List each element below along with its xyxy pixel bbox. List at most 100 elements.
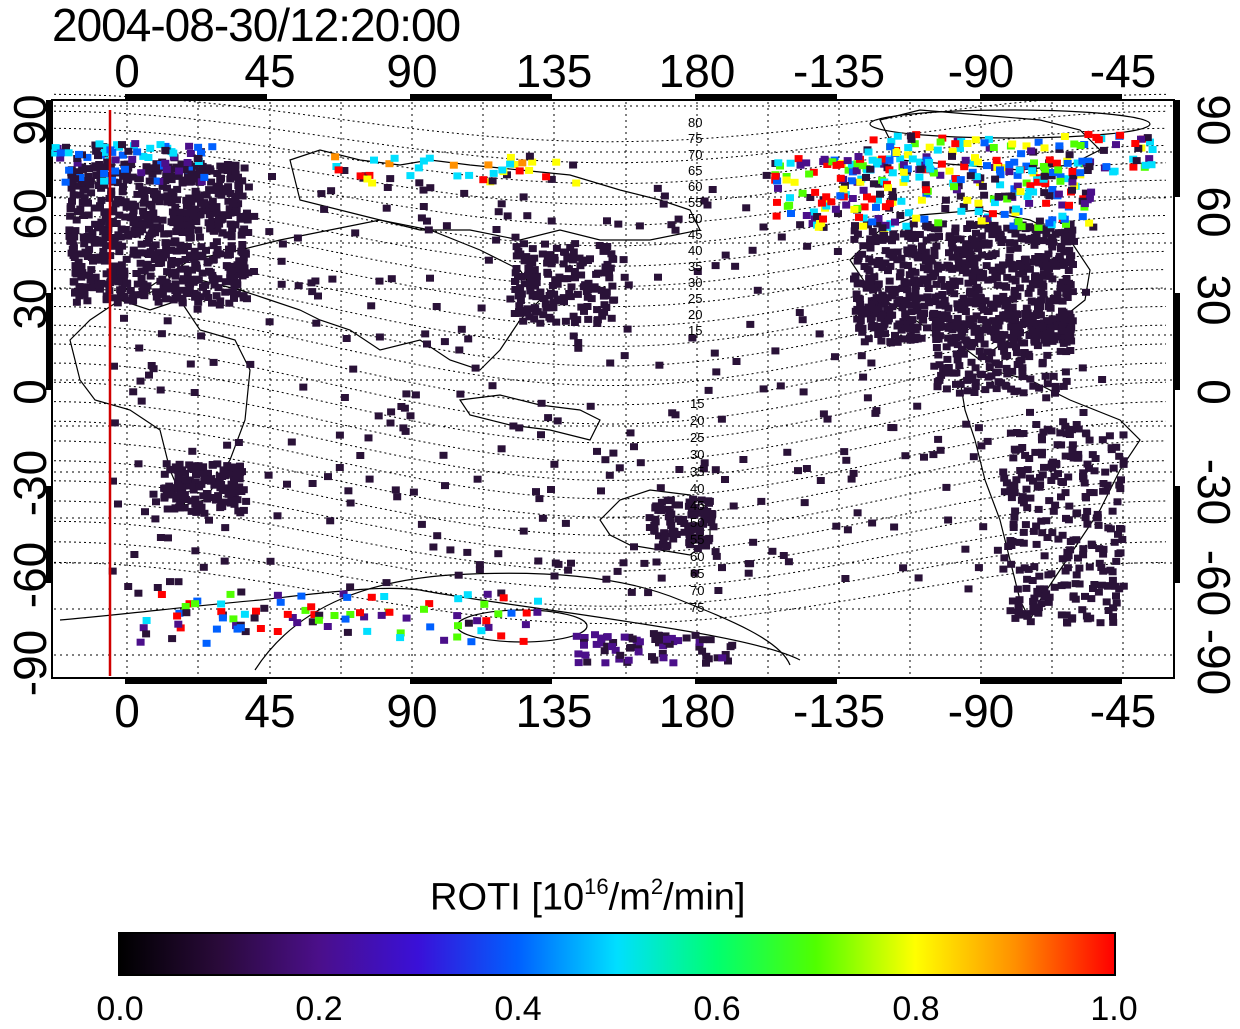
roti-cell [1000, 210, 1009, 218]
roti-cell [901, 310, 910, 318]
roti-cell [1021, 521, 1030, 529]
roti-cell [326, 517, 335, 525]
roti-cell [873, 220, 882, 228]
roti-cell [574, 659, 583, 667]
roti-cell [1099, 487, 1108, 495]
roti-cell [164, 230, 173, 238]
roti-cell [78, 283, 87, 291]
roti-cell [216, 297, 225, 305]
roti-cell [158, 181, 167, 189]
roti-cell [161, 142, 170, 150]
roti-cell [214, 182, 223, 190]
roti-cell [185, 175, 194, 183]
roti-cell [190, 247, 199, 255]
roti-cell [913, 253, 922, 261]
roti-cell [853, 279, 862, 287]
roti-cell [1137, 135, 1145, 143]
roti-cell [542, 173, 551, 181]
roti-cell [85, 165, 93, 173]
roti-cell [560, 275, 569, 283]
roti-cell [987, 300, 995, 308]
roti-cell [863, 265, 872, 273]
roti-cell [1065, 201, 1073, 209]
roti-cell [906, 332, 915, 340]
roti-cell [183, 243, 192, 250]
roti-cell [463, 548, 472, 556]
roti-cell [167, 246, 176, 254]
top-tick: 90 [386, 45, 438, 97]
roti-cell [916, 312, 925, 320]
roti-cell [893, 256, 902, 264]
roti-cell [363, 627, 372, 635]
roti-cell [1040, 172, 1049, 180]
roti-cell [945, 249, 953, 257]
roti-cell [868, 258, 877, 266]
roti-cell [572, 179, 581, 187]
roti-cell [535, 495, 544, 503]
roti-cell [1102, 163, 1111, 171]
roti-cell [133, 216, 142, 224]
roti-cell [375, 333, 384, 341]
roti-cell [1026, 494, 1035, 502]
roti-cell [193, 155, 202, 162]
roti-cell [1037, 600, 1046, 608]
roti-cell [991, 330, 1000, 338]
roti-cell [340, 167, 349, 174]
contour-line [53, 145, 1167, 205]
roti-cell [932, 344, 941, 351]
roti-cell [1063, 159, 1072, 167]
roti-cell [1104, 582, 1113, 590]
roti-cell [1026, 618, 1035, 626]
roti-cell [1090, 581, 1099, 588]
roti-cell [176, 208, 185, 216]
roti-cell [539, 311, 548, 319]
roti-cell [520, 257, 529, 265]
roti-cell [922, 186, 931, 194]
roti-cell [1064, 473, 1073, 481]
roti-cell [703, 508, 712, 515]
roti-cell [1098, 436, 1107, 444]
roti-cell [85, 271, 93, 279]
roti-cell [1025, 353, 1034, 361]
roti-cell [933, 378, 942, 386]
contour-line [54, 381, 1167, 463]
roti-cell [917, 294, 925, 302]
roti-cell [207, 475, 216, 483]
roti-cell [1067, 337, 1076, 345]
roti-cell [124, 232, 133, 240]
roti-cell [98, 164, 107, 172]
roti-cell [237, 588, 246, 596]
roti-cell [1025, 331, 1034, 339]
roti-cell [181, 469, 189, 477]
roti-cell [139, 221, 148, 229]
roti-cell [1023, 192, 1032, 200]
roti-cell [929, 451, 938, 459]
roti-cell [951, 228, 960, 236]
roti-cell [1076, 142, 1085, 149]
roti-cell [1087, 540, 1096, 548]
roti-cell [89, 257, 97, 265]
roti-cell [959, 203, 968, 211]
roti-cell [423, 340, 431, 348]
roti-cell [1112, 599, 1121, 607]
contour-line [53, 520, 1167, 590]
roti-cell [920, 251, 929, 259]
roti-cell [91, 141, 100, 149]
roti-cell [1019, 499, 1028, 507]
roti-cell [356, 452, 365, 459]
roti-cell [979, 523, 988, 531]
roti-cell [1068, 167, 1077, 175]
roti-cell [960, 163, 969, 171]
roti-cell [158, 216, 167, 224]
roti-cell [1045, 156, 1054, 164]
roti-cell [656, 503, 665, 510]
roti-cell [927, 234, 935, 242]
roti-cell [181, 476, 190, 484]
roti-cell [1015, 566, 1024, 574]
roti-cell [916, 158, 925, 166]
roti-cell [936, 138, 945, 146]
roti-cell [91, 273, 100, 281]
roti-cell [180, 166, 189, 174]
roti-cell [984, 135, 993, 143]
roti-cell [194, 276, 203, 284]
